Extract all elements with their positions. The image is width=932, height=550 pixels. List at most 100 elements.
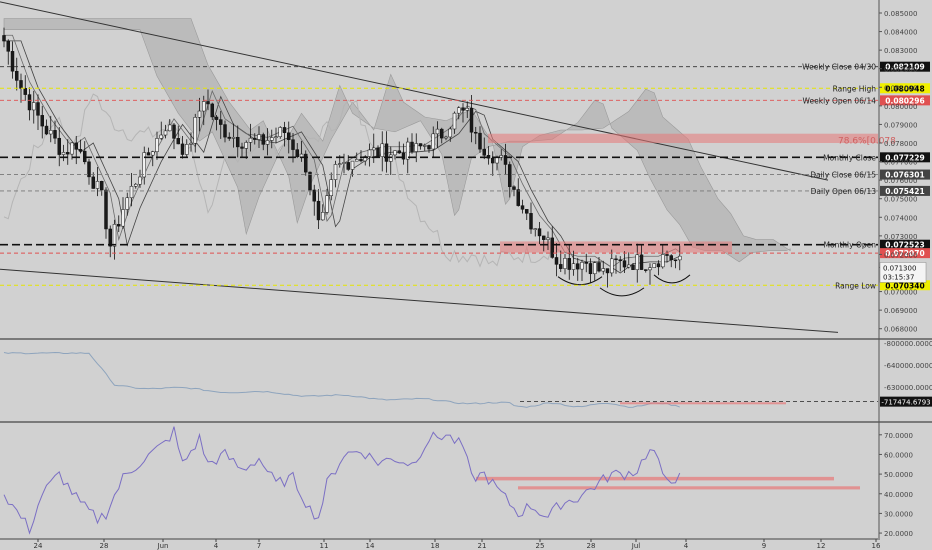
candle	[469, 108, 474, 133]
candle	[588, 263, 593, 275]
price-tick-label: 0.084000	[884, 29, 917, 37]
ichimoku-cloud	[3, 18, 791, 263]
candle	[163, 130, 168, 136]
candle	[333, 164, 338, 180]
candle	[308, 171, 312, 191]
candle	[146, 152, 151, 156]
candle	[74, 142, 78, 150]
candle	[461, 107, 465, 111]
pattern-arc	[557, 276, 603, 286]
candle	[414, 143, 418, 152]
level-value-text: 0.080296	[885, 96, 924, 105]
candle	[584, 262, 588, 264]
candle	[452, 112, 457, 130]
candle	[542, 235, 546, 240]
level-value-badge	[880, 280, 930, 291]
candle	[669, 255, 673, 261]
candle	[601, 268, 605, 272]
candle	[605, 268, 610, 274]
level-value-badge	[880, 169, 930, 180]
level-label: Range Low	[835, 281, 876, 290]
candle	[274, 136, 278, 138]
candle	[444, 136, 448, 139]
level-label: Range High	[833, 84, 877, 93]
candle	[219, 119, 223, 125]
candle	[44, 125, 49, 135]
candle	[91, 176, 95, 189]
candle	[618, 259, 622, 261]
price-tick-label: 0.070000	[884, 289, 917, 297]
candle	[151, 151, 155, 156]
candle	[678, 255, 682, 261]
level-value-text: 0.075421	[885, 187, 924, 196]
time-tick-label: 9	[762, 542, 766, 550]
price-tick-label: 0.078000	[884, 140, 917, 148]
lower-trendline	[0, 268, 839, 333]
candle	[363, 156, 367, 162]
candle	[257, 134, 261, 140]
candle	[291, 139, 295, 150]
rsi-tick-label: 40.0000	[884, 491, 913, 499]
candle	[554, 257, 559, 265]
candle	[397, 150, 401, 154]
price-axis[interactable]: 0.082109 0.080948 0.080296 0.077229 0.076301…	[878, 0, 932, 540]
candle	[423, 145, 427, 147]
candle	[499, 155, 503, 158]
time-tick-label: 7	[257, 542, 261, 550]
time-tick-label: Jul	[631, 542, 641, 550]
candle	[223, 124, 227, 138]
candle	[129, 185, 134, 199]
candle	[563, 258, 567, 269]
candle	[610, 258, 614, 274]
candle	[36, 102, 40, 116]
countdown-text: 03:15:37	[883, 273, 914, 281]
time-tick-label: 28	[587, 542, 596, 550]
candle	[100, 181, 104, 191]
candle	[576, 263, 580, 270]
candle	[652, 263, 656, 268]
candle	[580, 262, 584, 270]
candle	[78, 149, 83, 152]
level-value-badge	[880, 83, 930, 94]
resistance-zone	[488, 133, 878, 143]
candle	[134, 183, 138, 187]
time-axis[interactable]: 24 28 Jun 4 7 11 14 18 21 25 28 Jul 4 9 12 16	[0, 538, 881, 550]
candle	[431, 133, 435, 150]
candle	[342, 162, 346, 164]
rsi-pane[interactable]	[3, 426, 860, 535]
level-value-text: 0.072523	[885, 241, 924, 250]
candle	[83, 150, 87, 163]
candle	[278, 127, 282, 137]
candle	[49, 130, 53, 135]
obv-pane[interactable]	[3, 352, 878, 408]
price-pane[interactable]: 78.6%[0.078 Weekly Close 04/30 Range High W…	[0, 1, 932, 423]
level-value-text: 0.082109	[885, 63, 924, 72]
obv-value-badge	[880, 396, 932, 407]
candle	[304, 153, 308, 173]
candle	[325, 195, 329, 213]
rsi-zone-lower	[518, 486, 860, 490]
rsi-tick-label: 60.0000	[884, 451, 913, 459]
candle	[384, 143, 389, 162]
candle	[95, 181, 100, 189]
candle	[448, 128, 452, 138]
time-tick-label: 25	[536, 542, 545, 550]
candle	[19, 80, 23, 89]
candle	[546, 237, 550, 240]
candle	[418, 143, 423, 147]
level-value-badge	[880, 152, 930, 163]
candle	[329, 179, 333, 196]
candle	[525, 209, 529, 214]
candle	[401, 152, 406, 160]
time-tick-label: 11	[320, 542, 329, 550]
candle	[15, 70, 19, 81]
candle	[270, 137, 274, 141]
candle	[372, 147, 376, 151]
candle	[299, 153, 304, 158]
candle	[465, 108, 469, 111]
candle	[168, 124, 172, 132]
level-value-text: 0.070340	[885, 281, 924, 290]
candle	[440, 128, 444, 139]
